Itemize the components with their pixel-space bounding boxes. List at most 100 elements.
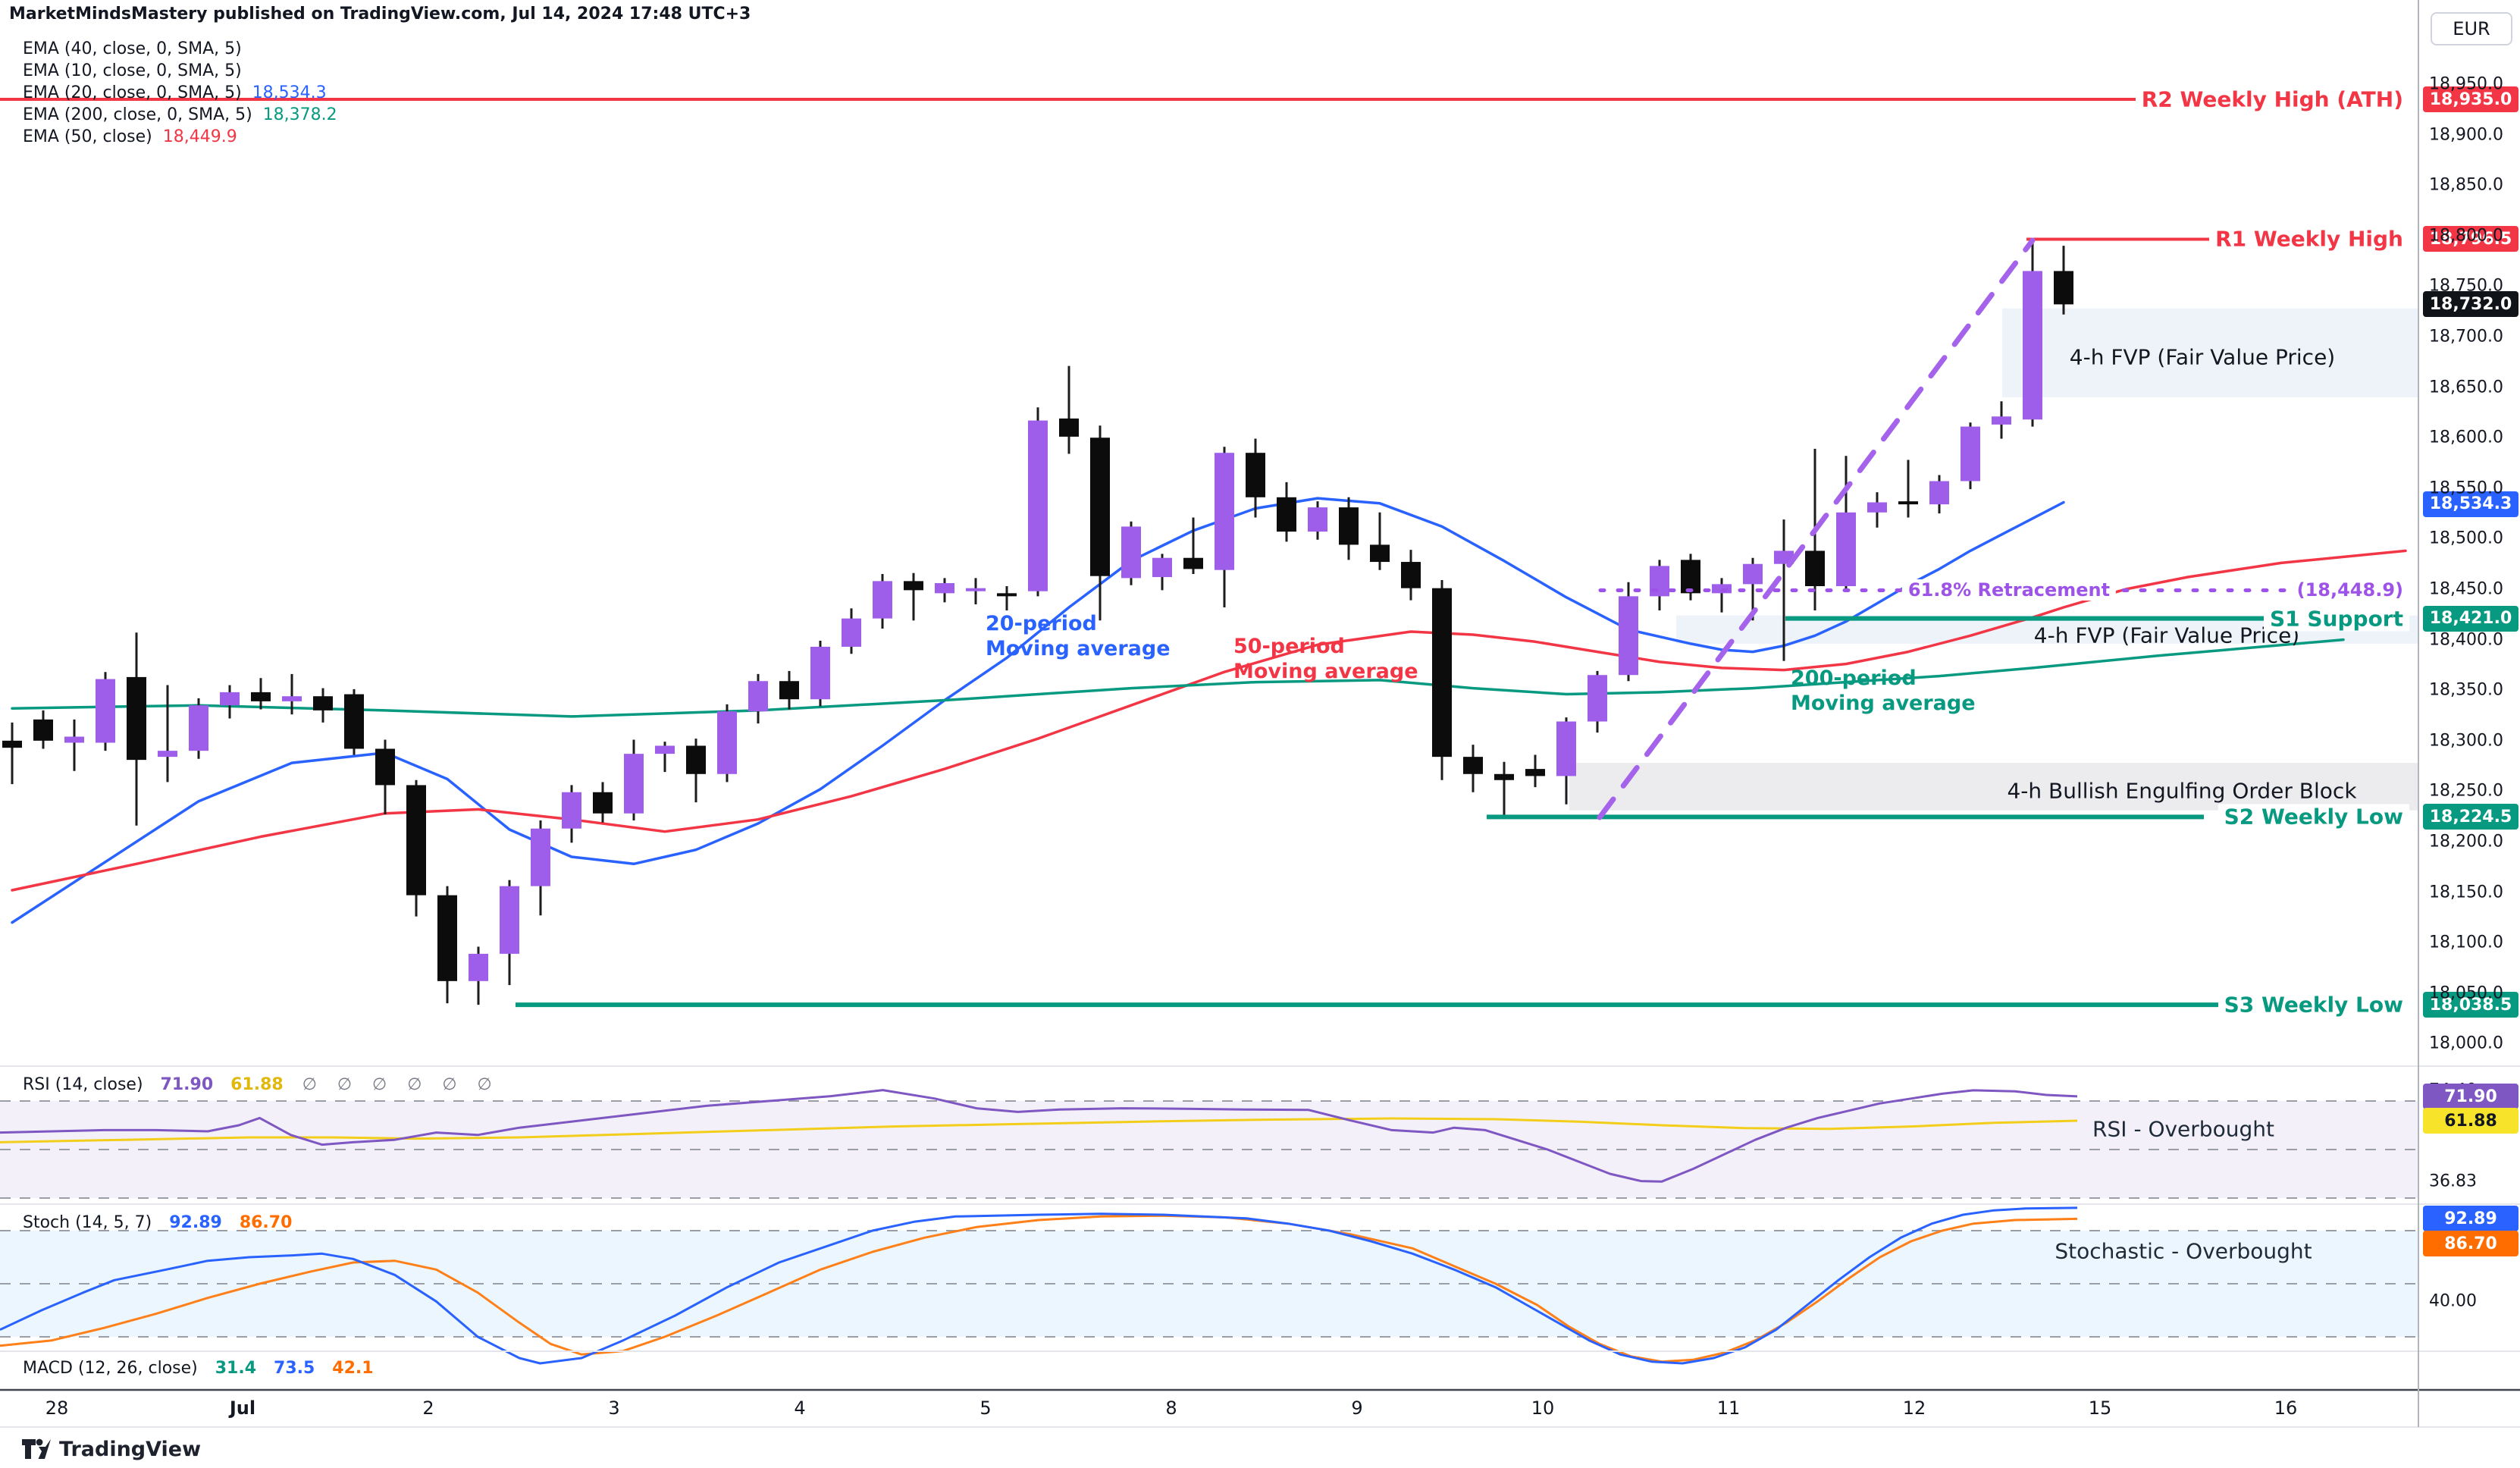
- rsi-signal-line[interactable]: [0, 1117, 2078, 1143]
- candle-up[interactable]: [1867, 502, 1887, 513]
- candle-up[interactable]: [1743, 563, 1763, 585]
- candle-up[interactable]: [1992, 416, 2011, 425]
- candle-down[interactable]: [1401, 562, 1421, 588]
- indicator-legend-macd[interactable]: MACD (12, 26, close) 31.4 73.5 42.1: [23, 1359, 374, 1378]
- ema-legend-row[interactable]: EMA (200, close, 0, SMA, 5) 18,378.2: [23, 104, 337, 126]
- candle-up[interactable]: [1619, 596, 1638, 676]
- ma-label-20[interactable]: 20-period Moving average: [986, 612, 1171, 660]
- candle-down[interactable]: [1494, 773, 1514, 780]
- level-label-s3[interactable]: S3 Weekly Low: [2218, 992, 2409, 1018]
- candle-up[interactable]: [748, 681, 768, 712]
- level-label-r2[interactable]: R2 Weekly High (ATH): [2135, 86, 2409, 112]
- candle-up[interactable]: [1028, 420, 1048, 591]
- candle-up[interactable]: [2023, 271, 2042, 420]
- zone-label-order-block[interactable]: 4-h Bullish Engulfing Order Block: [2007, 778, 2357, 804]
- ema-200-line[interactable]: [11, 638, 2345, 718]
- candle-up[interactable]: [64, 736, 84, 743]
- candle-up[interactable]: [158, 751, 177, 758]
- candle-up[interactable]: [531, 828, 550, 886]
- candle-up[interactable]: [96, 679, 115, 743]
- candle-up[interactable]: [1121, 526, 1141, 579]
- level-label-s2[interactable]: S2 Weekly Low: [2218, 804, 2409, 830]
- candle-up[interactable]: [469, 953, 488, 981]
- candle-up[interactable]: [717, 711, 737, 774]
- candle-up[interactable]: [282, 696, 302, 701]
- candle-down[interactable]: [1432, 588, 1452, 758]
- ma-label-200[interactable]: 200-period Moving average: [1791, 667, 1976, 715]
- ema-legend-row[interactable]: EMA (40, close, 0, SMA, 5): [23, 38, 337, 60]
- candle-up[interactable]: [935, 583, 954, 594]
- candle-down[interactable]: [1370, 544, 1390, 563]
- ema-legend-row[interactable]: EMA (50, close) 18,449.9: [23, 126, 337, 148]
- candle-up[interactable]: [500, 886, 519, 954]
- candle-down[interactable]: [1525, 769, 1545, 776]
- candle-down[interactable]: [437, 895, 457, 981]
- candle-down[interactable]: [1277, 497, 1296, 532]
- candle-down[interactable]: [1681, 560, 1700, 594]
- candle-up[interactable]: [1774, 550, 1794, 564]
- candle-up[interactable]: [562, 792, 581, 829]
- candle-down[interactable]: [127, 676, 146, 761]
- tradingview-footer[interactable]: TradingView: [21, 1436, 201, 1462]
- zone-label-fvp-lower[interactable]: 4-h FVP (Fair Value Price): [2033, 623, 2300, 648]
- candle-up[interactable]: [1929, 481, 1949, 505]
- candle-down[interactable]: [2, 740, 22, 748]
- candle-down[interactable]: [1463, 757, 1483, 774]
- candle-down[interactable]: [1246, 453, 1265, 497]
- zone-label-fvp-upper[interactable]: 4-h FVP (Fair Value Price): [2069, 344, 2336, 370]
- candle-down[interactable]: [1090, 438, 1110, 576]
- candle-down[interactable]: [2054, 271, 2073, 305]
- candle-up[interactable]: [810, 646, 830, 700]
- candle-down[interactable]: [406, 785, 426, 896]
- candle-up[interactable]: [842, 618, 861, 647]
- candle-up[interactable]: [1961, 426, 1980, 481]
- level-label-s1[interactable]: S1 Support: [2263, 606, 2409, 632]
- candle-down[interactable]: [33, 719, 53, 741]
- ema-legend-row[interactable]: EMA (10, close, 0, SMA, 5): [23, 60, 337, 82]
- candle-down[interactable]: [997, 593, 1017, 597]
- candle-down[interactable]: [313, 696, 333, 710]
- indicator-legend-rsi[interactable]: RSI (14, close) 71.90 61.88 ∅ ∅ ∅ ∅ ∅ ∅: [23, 1075, 500, 1094]
- candle-down[interactable]: [1898, 501, 1918, 505]
- ema-legend-row[interactable]: EMA (20, close, 0, SMA, 5) 18,534.3: [23, 82, 337, 104]
- candle-up[interactable]: [966, 588, 986, 591]
- candle-up[interactable]: [220, 692, 240, 706]
- trendline-dashed[interactable]: [1597, 237, 2036, 820]
- indicator-legend-stoch[interactable]: Stoch (14, 5, 7) 92.89 86.70: [23, 1213, 292, 1232]
- candle-down[interactable]: [375, 748, 395, 786]
- candle-down[interactable]: [344, 694, 364, 749]
- ma-label-50[interactable]: 50-period Moving average: [1233, 635, 1418, 683]
- zone-fvp-upper[interactable]: [2002, 308, 2418, 397]
- candle-down[interactable]: [1059, 418, 1079, 437]
- candle-up[interactable]: [655, 745, 675, 754]
- candle-up[interactable]: [1556, 721, 1576, 776]
- candle-down[interactable]: [251, 692, 271, 701]
- retracement-value[interactable]: (18,448.9): [2290, 579, 2409, 601]
- candle-down[interactable]: [779, 681, 799, 700]
- candle-down[interactable]: [1339, 507, 1359, 545]
- zone-order-block[interactable]: [1569, 763, 2418, 811]
- currency-button[interactable]: EUR: [2431, 12, 2512, 45]
- candle-up[interactable]: [189, 705, 208, 751]
- retracement-label[interactable]: 61.8% Retracement: [1901, 579, 2117, 601]
- candle-up[interactable]: [1215, 453, 1234, 570]
- level-label-r1[interactable]: R1 Weekly High: [2209, 226, 2409, 252]
- candle-up[interactable]: [1588, 675, 1607, 722]
- candle-down[interactable]: [686, 745, 706, 774]
- candle-down[interactable]: [1805, 550, 1825, 587]
- stoch-d-line[interactable]: [0, 1214, 2078, 1363]
- rsi-main-line[interactable]: [0, 1089, 2078, 1183]
- stoch-overbought-label[interactable]: Stochastic - Overbought: [2055, 1238, 2312, 1264]
- candle-up[interactable]: [873, 581, 892, 619]
- candle-up[interactable]: [1152, 557, 1172, 578]
- candle-down[interactable]: [593, 792, 613, 814]
- candle-up[interactable]: [1836, 512, 1856, 587]
- candle-down[interactable]: [1183, 557, 1203, 569]
- ema-50-line[interactable]: [11, 549, 2407, 892]
- stoch-k-line[interactable]: [0, 1206, 2078, 1365]
- candle-down[interactable]: [904, 581, 923, 591]
- candle-up[interactable]: [624, 754, 644, 814]
- rsi-overbought-label[interactable]: RSI - Overbought: [2092, 1116, 2274, 1142]
- candle-up[interactable]: [1308, 507, 1327, 532]
